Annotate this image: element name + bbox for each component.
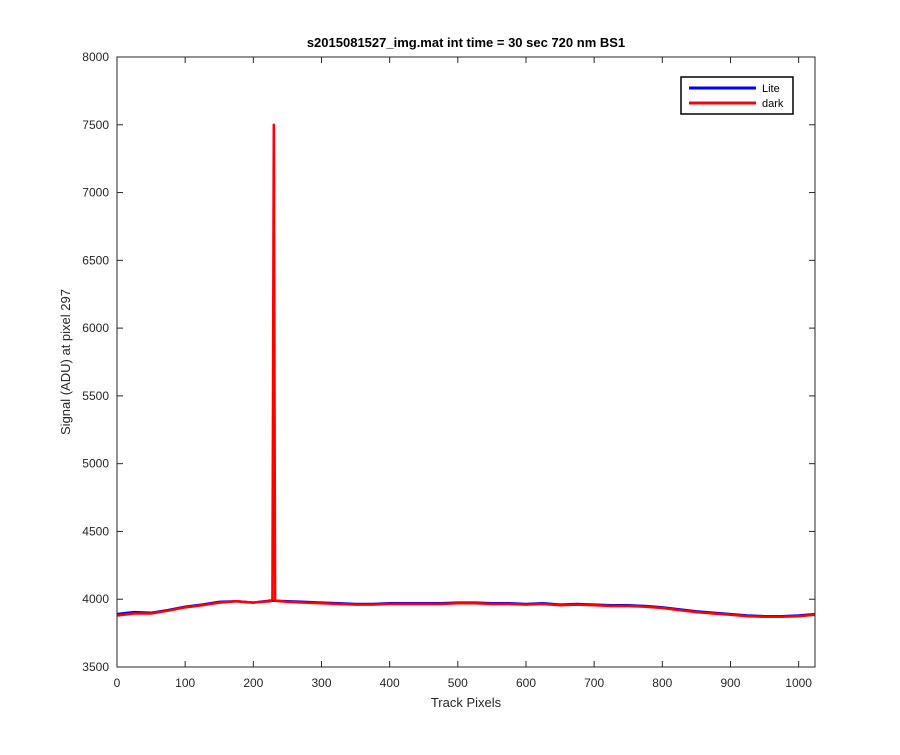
y-tick-label: 5500 — [82, 389, 109, 403]
y-axis-label: Signal (ADU) at pixel 297 — [58, 289, 73, 435]
legend-box — [680, 76, 794, 115]
legend-label-lite: Lite — [762, 83, 780, 95]
y-tick-label: 4500 — [82, 524, 109, 538]
y-tick-label: 6500 — [82, 253, 109, 267]
y-tick-label: 5000 — [82, 457, 109, 471]
plot-area — [117, 57, 815, 667]
series-layer — [116, 123, 816, 619]
x-tick-label: 700 — [584, 676, 604, 690]
y-tick-label: 7500 — [82, 118, 109, 132]
legend: Lite dark — [680, 76, 794, 115]
x-tick-label: 500 — [448, 676, 468, 690]
y-tick-label: 6000 — [82, 321, 109, 335]
y-tick-label: 4000 — [82, 592, 109, 606]
y-tick-label: 7000 — [82, 186, 109, 200]
y-tick-label: 8000 — [82, 50, 109, 64]
x-tick-label: 300 — [311, 676, 331, 690]
y-tick-label: 3500 — [82, 660, 109, 674]
x-tick-label: 800 — [652, 676, 672, 690]
x-tick-label: 200 — [243, 676, 263, 690]
x-tick-label: 100 — [175, 676, 195, 690]
x-tick-label: 1000 — [785, 676, 812, 690]
x-tick-label: 600 — [516, 676, 536, 690]
chart-title: s2015081527_img.mat int time = 30 sec 72… — [307, 35, 625, 50]
x-tick-label: 400 — [380, 676, 400, 690]
series-line-dark — [116, 123, 816, 619]
x-tick-label: 900 — [720, 676, 740, 690]
x-axis-label: Track Pixels — [431, 695, 502, 710]
plot-frame — [116, 56, 816, 668]
legend-label-dark: dark — [762, 98, 784, 110]
x-tick-label: 0 — [114, 676, 121, 690]
axis-ticks: 0 100 200 300 400 500 600 700 800 900 1000 3500 4000… — [82, 50, 815, 690]
